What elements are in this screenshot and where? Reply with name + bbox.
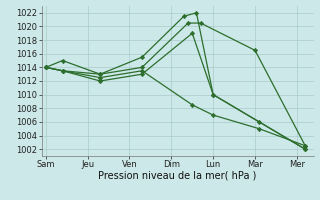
X-axis label: Pression niveau de la mer( hPa ): Pression niveau de la mer( hPa ): [99, 171, 257, 181]
